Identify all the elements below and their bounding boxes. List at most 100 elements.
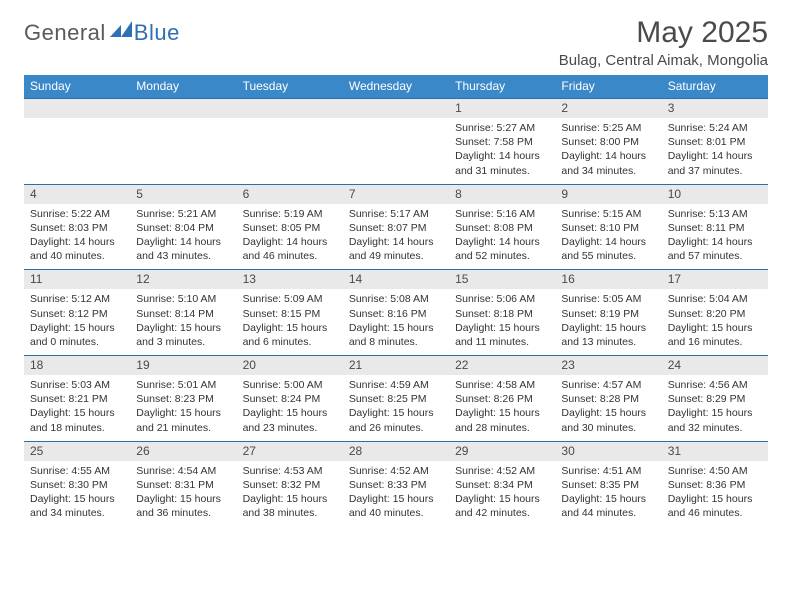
sunset-text: Sunset: 8:05 PM	[243, 221, 337, 235]
daylight-text: Daylight: 14 hours and 49 minutes.	[349, 235, 443, 263]
sunrise-text: Sunrise: 5:01 AM	[136, 378, 230, 392]
sunset-text: Sunset: 8:19 PM	[561, 307, 655, 321]
sunset-text: Sunset: 8:29 PM	[668, 392, 762, 406]
sunset-text: Sunset: 7:58 PM	[455, 135, 549, 149]
daylight-text: Daylight: 14 hours and 57 minutes.	[668, 235, 762, 263]
daylight-text: Daylight: 15 hours and 38 minutes.	[243, 492, 337, 520]
day-number: 7	[343, 185, 449, 204]
sunset-text: Sunset: 8:03 PM	[30, 221, 124, 235]
daylight-text: Daylight: 15 hours and 21 minutes.	[136, 406, 230, 434]
sunrise-text: Sunrise: 4:54 AM	[136, 464, 230, 478]
sunrise-text: Sunrise: 5:22 AM	[30, 207, 124, 221]
day-number	[237, 99, 343, 118]
calendar: Sunday Monday Tuesday Wednesday Thursday…	[24, 75, 768, 526]
day-details: Sunrise: 5:09 AMSunset: 8:15 PMDaylight:…	[237, 289, 343, 355]
sunrise-text: Sunrise: 5:21 AM	[136, 207, 230, 221]
weekday-header: Saturday	[662, 75, 768, 98]
sunrise-text: Sunrise: 5:16 AM	[455, 207, 549, 221]
day-details: Sunrise: 4:51 AMSunset: 8:35 PMDaylight:…	[555, 461, 661, 527]
sunrise-text: Sunrise: 5:03 AM	[30, 378, 124, 392]
sunrise-text: Sunrise: 4:58 AM	[455, 378, 549, 392]
day-number: 10	[662, 185, 768, 204]
daylight-text: Daylight: 15 hours and 28 minutes.	[455, 406, 549, 434]
day-number: 4	[24, 185, 130, 204]
day-details: Sunrise: 5:21 AMSunset: 8:04 PMDaylight:…	[130, 204, 236, 270]
daylight-text: Daylight: 15 hours and 0 minutes.	[30, 321, 124, 349]
sunrise-text: Sunrise: 5:09 AM	[243, 292, 337, 306]
page-title: May 2025	[559, 16, 768, 50]
day-details: Sunrise: 5:04 AMSunset: 8:20 PMDaylight:…	[662, 289, 768, 355]
sunset-text: Sunset: 8:31 PM	[136, 478, 230, 492]
day-details: Sunrise: 5:22 AMSunset: 8:03 PMDaylight:…	[24, 204, 130, 270]
sunset-text: Sunset: 8:14 PM	[136, 307, 230, 321]
daylight-text: Daylight: 15 hours and 42 minutes.	[455, 492, 549, 520]
details-row: Sunrise: 5:27 AMSunset: 7:58 PM Daylight:…	[24, 118, 768, 184]
weekday-header: Thursday	[449, 75, 555, 98]
day-number: 27	[237, 442, 343, 461]
day-details	[24, 118, 130, 184]
day-details: Sunrise: 5:15 AMSunset: 8:10 PMDaylight:…	[555, 204, 661, 270]
day-number: 21	[343, 356, 449, 375]
sunset-text: Sunset: 8:24 PM	[243, 392, 337, 406]
day-number: 13	[237, 270, 343, 289]
day-details: Sunrise: 5:24 AMSunset: 8:01 PMDaylight:…	[662, 118, 768, 184]
day-number: 24	[662, 356, 768, 375]
details-row: Sunrise: 5:12 AMSunset: 8:12 PMDaylight:…	[24, 289, 768, 355]
sunrise-text: Sunrise: 5:00 AM	[243, 378, 337, 392]
sunset-text: Sunset: 8:15 PM	[243, 307, 337, 321]
day-details: Sunrise: 4:55 AMSunset: 8:30 PMDaylight:…	[24, 461, 130, 527]
title-block: May 2025 Bulag, Central Aimak, Mongolia	[559, 16, 768, 69]
day-details: Sunrise: 5:17 AMSunset: 8:07 PMDaylight:…	[343, 204, 449, 270]
daylight-text: Daylight: 15 hours and 36 minutes.	[136, 492, 230, 520]
day-number	[130, 99, 236, 118]
daylight-text: Daylight: 15 hours and 11 minutes.	[455, 321, 549, 349]
weekday-header: Friday	[555, 75, 661, 98]
page-subtitle: Bulag, Central Aimak, Mongolia	[559, 52, 768, 69]
sunrise-text: Sunrise: 5:04 AM	[668, 292, 762, 306]
day-number: 22	[449, 356, 555, 375]
day-details: Sunrise: 4:57 AMSunset: 8:28 PMDaylight:…	[555, 375, 661, 441]
sunset-text: Sunset: 8:34 PM	[455, 478, 549, 492]
day-number: 5	[130, 185, 236, 204]
weekday-header: Sunday	[24, 75, 130, 98]
daynum-row: 11121314151617	[24, 269, 768, 289]
day-details: Sunrise: 4:53 AMSunset: 8:32 PMDaylight:…	[237, 461, 343, 527]
daylight-text: Daylight: 15 hours and 23 minutes.	[243, 406, 337, 434]
day-details: Sunrise: 5:12 AMSunset: 8:12 PMDaylight:…	[24, 289, 130, 355]
day-details: Sunrise: 5:06 AMSunset: 8:18 PMDaylight:…	[449, 289, 555, 355]
sunset-text: Sunset: 8:28 PM	[561, 392, 655, 406]
day-details: Sunrise: 5:10 AMSunset: 8:14 PMDaylight:…	[130, 289, 236, 355]
sunset-text: Sunset: 8:18 PM	[455, 307, 549, 321]
daylight-text: Daylight: 14 hours and 34 minutes.	[561, 149, 655, 177]
weekday-header: Tuesday	[237, 75, 343, 98]
day-number	[24, 99, 130, 118]
day-number: 26	[130, 442, 236, 461]
daynum-row: 25262728293031	[24, 441, 768, 461]
daynum-row: 18192021222324	[24, 355, 768, 375]
daylight-text: Daylight: 15 hours and 34 minutes.	[30, 492, 124, 520]
day-number	[343, 99, 449, 118]
day-details: Sunrise: 5:08 AMSunset: 8:16 PMDaylight:…	[343, 289, 449, 355]
day-number: 25	[24, 442, 130, 461]
weeks-container: 123Sunrise: 5:27 AMSunset: 7:58 PMDaylig…	[24, 98, 768, 526]
day-details: Sunrise: 4:58 AMSunset: 8:26 PMDaylight:…	[449, 375, 555, 441]
sunset-text: Sunset: 8:01 PM	[668, 135, 762, 149]
day-number: 31	[662, 442, 768, 461]
sunrise-text: Sunrise: 5:08 AM	[349, 292, 443, 306]
sunrise-text: Sunrise: 4:52 AM	[455, 464, 549, 478]
day-number: 20	[237, 356, 343, 375]
sunset-text: Sunset: 8:12 PM	[30, 307, 124, 321]
sunrise-text: Sunrise: 5:19 AM	[243, 207, 337, 221]
sunrise-text: Sunrise: 4:52 AM	[349, 464, 443, 478]
sunrise-text: Sunrise: 5:27 AM	[455, 121, 549, 135]
sunrise-text: Sunrise: 4:51 AM	[561, 464, 655, 478]
day-number: 3	[662, 99, 768, 118]
sunset-text: Sunset: 8:11 PM	[668, 221, 762, 235]
sunrise-text: Sunrise: 4:56 AM	[668, 378, 762, 392]
page: General Blue May 2025 Bulag, Central Aim…	[0, 0, 792, 612]
daylight-text: Daylight: 15 hours and 40 minutes.	[349, 492, 443, 520]
day-number: 9	[555, 185, 661, 204]
day-number: 18	[24, 356, 130, 375]
brand-text-blue: Blue	[134, 20, 180, 46]
daylight-text: Daylight: 15 hours and 3 minutes.	[136, 321, 230, 349]
